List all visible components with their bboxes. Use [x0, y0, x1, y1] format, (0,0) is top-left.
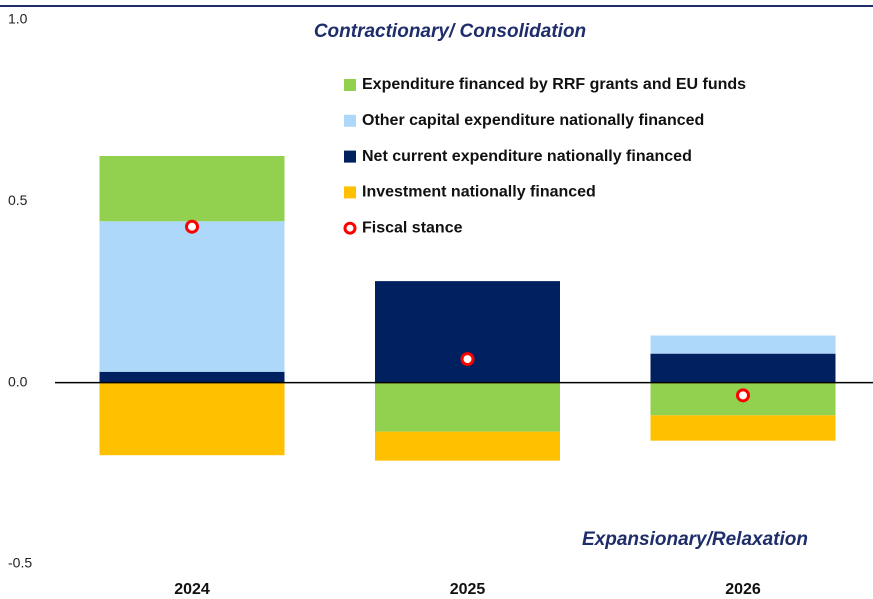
annotation: Expansionary/Relaxation — [582, 529, 808, 550]
bar-segment — [99, 156, 285, 222]
legend-label: Fiscal stance — [362, 219, 463, 236]
marker — [185, 219, 199, 234]
legend-label: Other capital expenditure nationally fin… — [362, 112, 704, 129]
bar-segment — [375, 382, 560, 432]
bar-segment — [375, 431, 560, 461]
bar-segment — [650, 335, 836, 354]
bar-segment — [375, 281, 560, 383]
x-tick-label: 2025 — [450, 581, 486, 598]
bar-segment — [99, 371, 285, 383]
marker — [460, 352, 475, 367]
legend-label: Net current expenditure nationally finan… — [362, 148, 692, 165]
bar-segment — [99, 382, 285, 456]
legend-swatch — [344, 186, 356, 199]
bar-segment — [650, 353, 836, 383]
bar-segment — [99, 221, 285, 372]
x-tick-label: 2024 — [174, 581, 210, 598]
legend-swatch — [344, 79, 356, 91]
legend-marker — [343, 221, 357, 235]
legend-swatch — [344, 114, 356, 127]
legend-swatch — [344, 150, 356, 163]
x-tick-label: 2026 — [725, 581, 761, 598]
y-tick-label: 0.0 — [8, 373, 28, 389]
annotation: Contractionary/ Consolidation — [314, 21, 586, 42]
y-tick-label: -0.5 — [8, 555, 32, 571]
bar-segment — [650, 415, 836, 441]
legend-label: Expenditure financed by RRF grants and E… — [362, 76, 746, 93]
legend-label: Investment nationally financed — [362, 184, 596, 201]
marker — [736, 388, 750, 403]
y-tick-label: 0.5 — [8, 192, 28, 208]
y-tick-label: 1.0 — [8, 11, 28, 27]
